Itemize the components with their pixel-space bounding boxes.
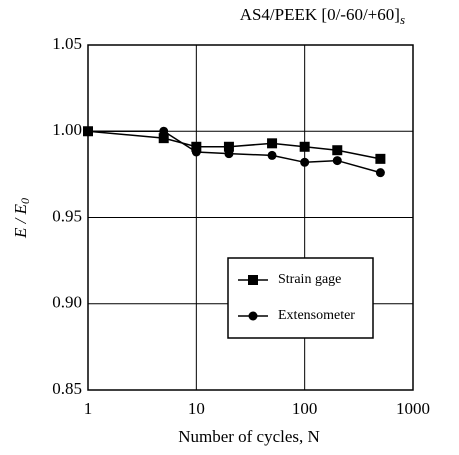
y-tick-label: 1.05	[52, 34, 82, 53]
ylabel-main: E / E	[11, 203, 30, 239]
marker	[375, 153, 386, 164]
x-tick-label: 1000	[396, 399, 430, 418]
x-tick-label: 1	[84, 399, 93, 418]
marker	[332, 145, 343, 156]
plot-frame	[87, 44, 414, 391]
marker	[159, 126, 169, 136]
title-subscript: s	[400, 12, 405, 27]
marker	[332, 156, 342, 166]
legend-label: Extensometer	[278, 308, 355, 323]
legend-marker	[248, 275, 258, 285]
legend-box	[227, 257, 374, 339]
series-line	[87, 130, 381, 160]
y-tick-label: 0.90	[52, 293, 82, 312]
x-axis-label: Number of cycles, N	[178, 427, 320, 446]
title-main: AS4/PEEK [0/-60/+60]	[240, 5, 400, 24]
marker	[224, 149, 234, 159]
legend-marker	[248, 311, 258, 321]
chart-title: AS4/PEEK [0/-60/+60]s	[240, 5, 405, 27]
x-tick-label: 10	[188, 399, 205, 418]
series-line	[88, 130, 381, 174]
marker	[158, 133, 169, 144]
y-axis-label: E / E0	[11, 198, 32, 239]
marker	[267, 150, 277, 160]
ylabel-subscript: 0	[18, 198, 32, 204]
marker	[267, 138, 278, 149]
marker	[223, 141, 234, 152]
x-tick-label: 100	[292, 399, 318, 418]
marker	[300, 157, 310, 167]
legend-label: Strain gage	[278, 272, 341, 287]
y-tick-label: 1.00	[52, 120, 82, 139]
marker	[83, 126, 93, 136]
y-tick-label: 0.95	[52, 206, 82, 225]
marker	[299, 141, 310, 152]
marker	[191, 141, 202, 152]
marker	[375, 168, 385, 178]
marker	[191, 147, 201, 157]
y-tick-label: 0.85	[52, 379, 82, 398]
